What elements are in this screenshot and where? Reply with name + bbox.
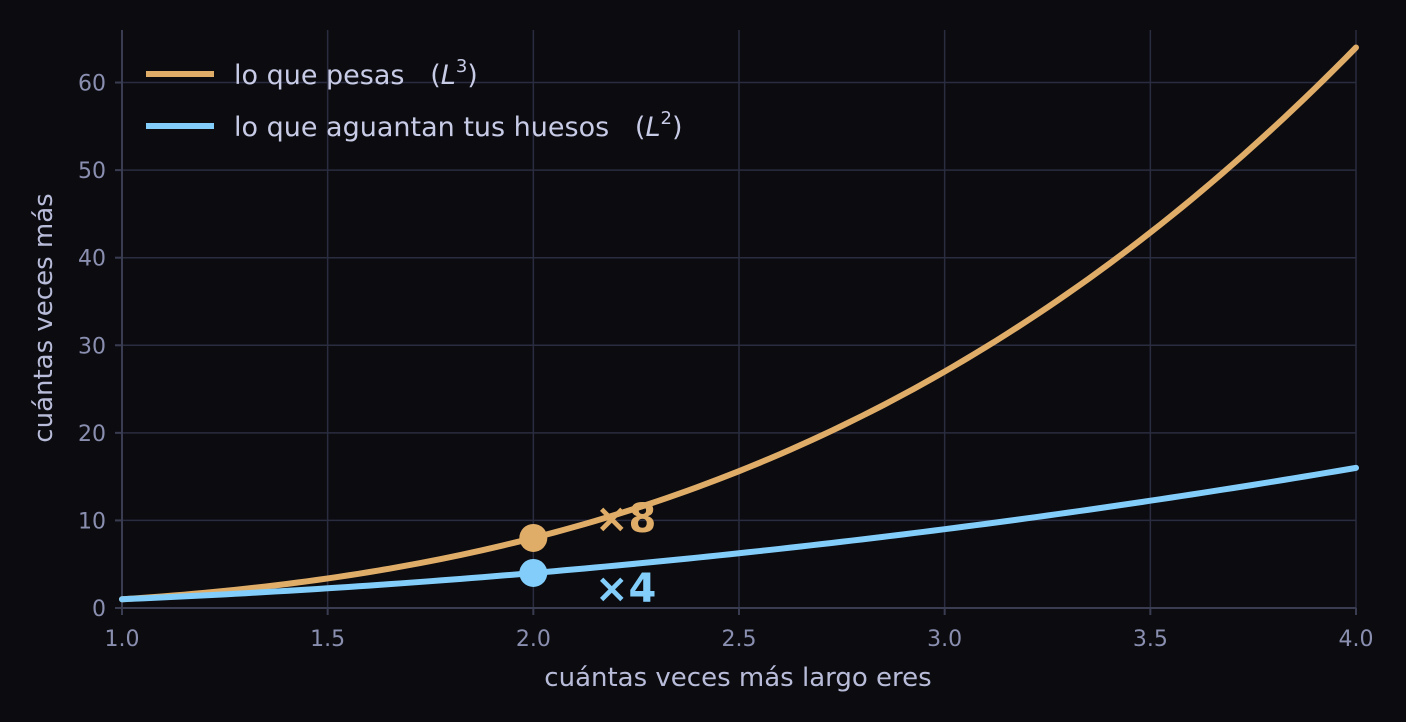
y-tick-label: 40 (78, 247, 106, 272)
x-axis-label: cuántas veces más largo eres (544, 663, 931, 693)
x-tick-label: 3.5 (1133, 627, 1168, 652)
tick-labels: 1.0 1.5 2.0 2.5 3.0 3.5 4.0 0 10 20 30 40 50 60 (78, 72, 1374, 652)
highlight-marker (519, 558, 548, 587)
legend-label-strength: lo que aguantan tus huesos (L2) (234, 108, 683, 143)
x-tick-label: 1.0 (105, 627, 140, 652)
y-tick-label: 20 (78, 422, 106, 447)
x-tick-label: 4.0 (1339, 627, 1374, 652)
legend-exp-strength: 2 (661, 108, 672, 129)
y-tick-label: 30 (78, 334, 106, 359)
highlight-markers (519, 523, 548, 587)
x-tick-label: 2.5 (722, 627, 757, 652)
legend-name-strength: lo que aguantan tus huesos (234, 112, 609, 143)
y-axis-label: cuántas veces más (29, 193, 59, 442)
annotation-label: ×8 (595, 496, 656, 542)
grid (121, 30, 1357, 609)
legend: lo que pesas (L3) lo que aguantan tus hu… (146, 56, 683, 143)
axes (115, 30, 1357, 615)
x-tick-label: 3.0 (927, 627, 962, 652)
annotation-label: ×4 (595, 566, 656, 612)
highlight-marker (519, 523, 548, 552)
legend-exp-weight: 3 (456, 56, 467, 77)
y-tick-label: 10 (78, 509, 106, 534)
annotations: ×8 ×4 (595, 496, 656, 612)
x-tick-label: 1.5 (310, 627, 345, 652)
legend-base-weight: L (441, 60, 456, 91)
legend-base-strength: L (645, 112, 660, 143)
series-lines (119, 44, 1359, 603)
legend-label-weight: lo que pesas (L3) (234, 56, 478, 91)
legend-name-weight: lo que pesas (234, 60, 404, 91)
x-tick-label: 2.0 (516, 627, 551, 652)
y-tick-label: 60 (78, 72, 106, 97)
y-tick-label: 0 (92, 597, 106, 622)
series-line-weight (119, 44, 1359, 603)
series-line-strength (119, 464, 1359, 603)
y-tick-label: 50 (78, 159, 106, 184)
